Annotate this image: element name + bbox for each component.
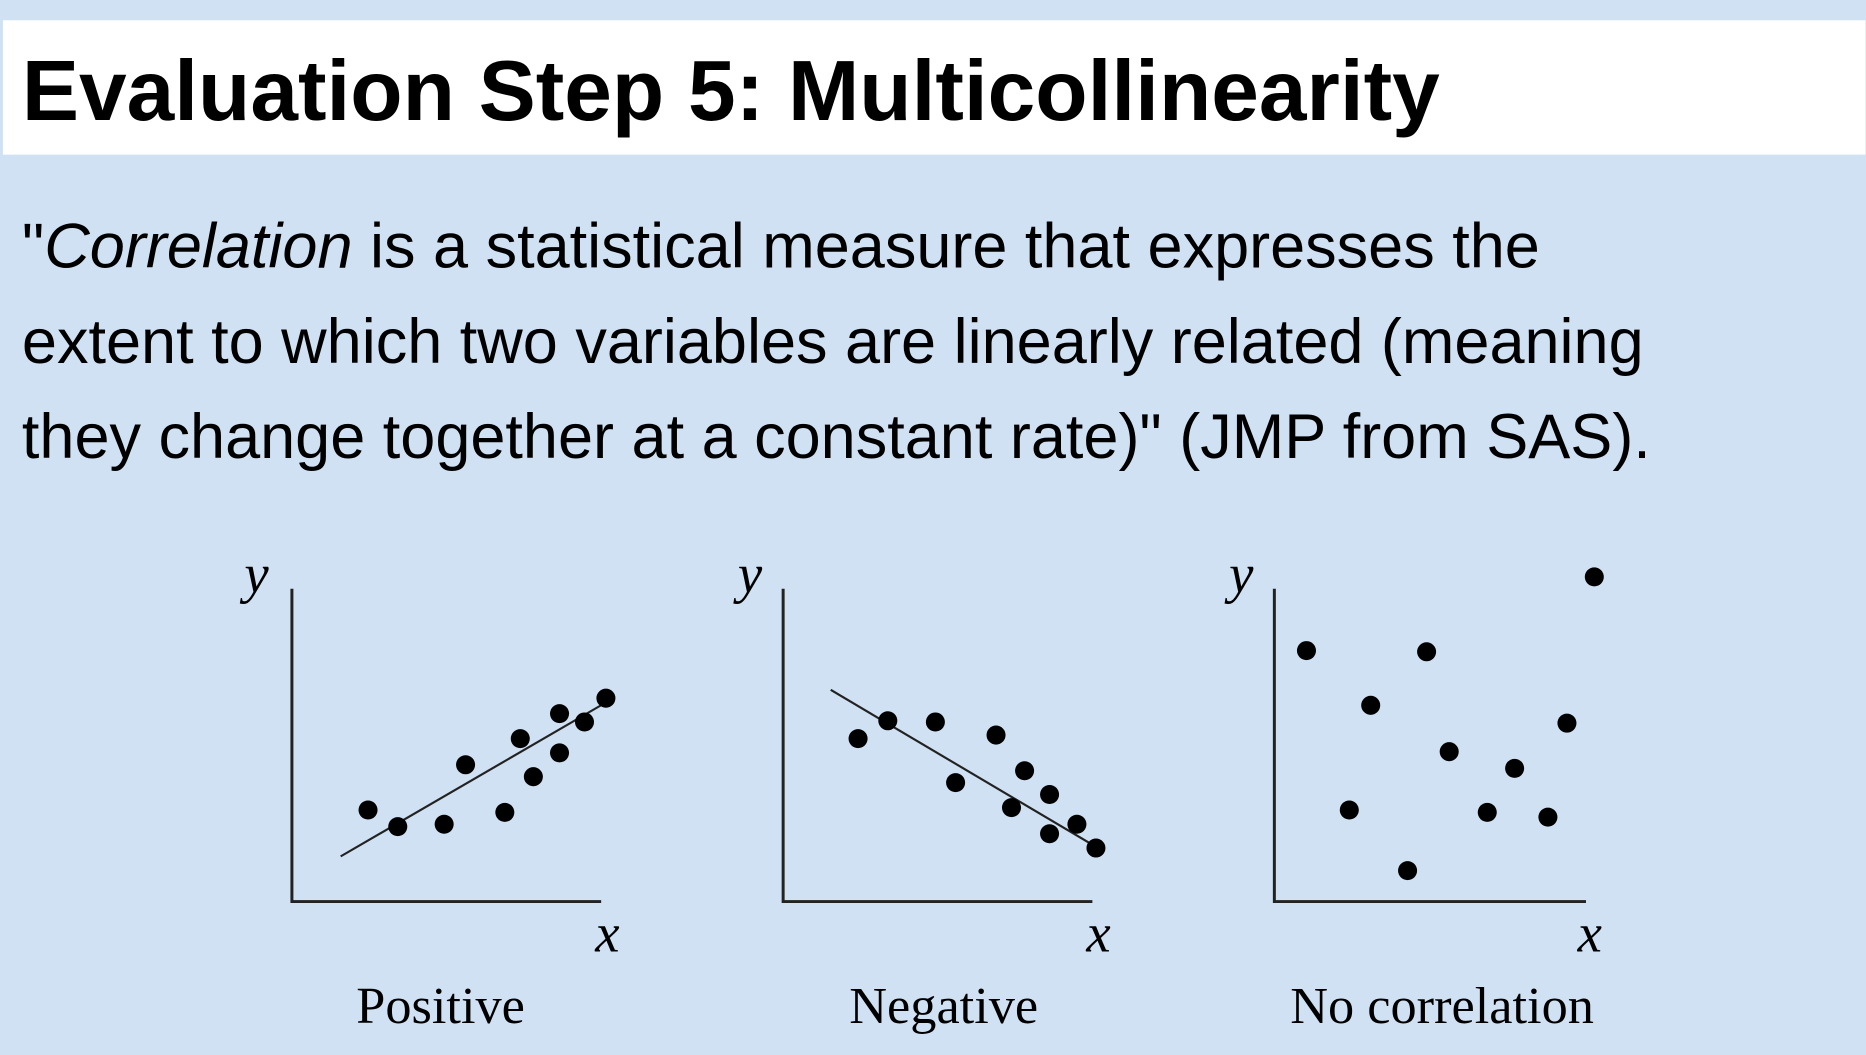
dot [434, 814, 454, 834]
dot [1040, 785, 1060, 805]
x-label: x [594, 903, 619, 964]
dot [574, 712, 595, 732]
dot [1584, 567, 1604, 587]
caption: Negative [849, 977, 1038, 1035]
dots [358, 688, 616, 837]
x-label: x [1577, 903, 1602, 964]
dot [946, 773, 966, 793]
dot [1505, 758, 1525, 778]
dot [986, 725, 1006, 745]
paragraph-line: "Correlation is a statistical measure th… [22, 212, 1540, 282]
trend-line [340, 700, 608, 858]
y-label: y [239, 543, 269, 604]
dot [1477, 802, 1497, 822]
quote: " [22, 212, 44, 282]
caption: Positive [356, 977, 525, 1035]
dot [925, 712, 945, 732]
dot [1361, 695, 1381, 715]
dot [848, 729, 868, 749]
dot [596, 688, 616, 708]
dot [495, 802, 515, 822]
dot [1439, 742, 1459, 762]
dot [550, 743, 570, 763]
caption: No correlation [1290, 977, 1594, 1035]
emphasis: Correlation [44, 212, 352, 282]
axes [1272, 588, 1586, 904]
panel-no-correlation: y x No correlation [1224, 543, 1604, 1035]
dots [1296, 567, 1604, 881]
x-label: x [1085, 903, 1110, 964]
trend-line [830, 688, 1097, 848]
dot [878, 711, 898, 731]
dot [1067, 814, 1087, 834]
axes [781, 588, 1093, 904]
dot [1015, 761, 1035, 781]
dots [848, 711, 1106, 858]
dot [1398, 861, 1418, 881]
dot [358, 800, 378, 820]
panel-positive: y x Positive [239, 543, 619, 1035]
paragraph-line: they change together at a constant rate)… [22, 402, 1651, 472]
dot [1417, 642, 1437, 662]
text: is a statistical measure that expresses … [353, 212, 1540, 282]
dot [510, 729, 530, 749]
dot [1538, 807, 1558, 827]
dot [523, 767, 543, 787]
dot [1001, 798, 1022, 818]
dot [1296, 641, 1316, 661]
title-band [2, 20, 1866, 155]
y-label: y [1224, 543, 1254, 604]
dot [1040, 824, 1060, 844]
dot [388, 817, 408, 837]
dot [550, 704, 570, 724]
paragraph-line: extent to which two variables are linear… [22, 307, 1644, 377]
dot [1339, 800, 1359, 820]
dot [1086, 838, 1106, 858]
dot [1557, 713, 1577, 733]
slide-title: Evaluation Step 5: Multicollinearity [22, 43, 1440, 139]
y-label: y [733, 543, 763, 604]
panel-negative: y x Negative [733, 543, 1111, 1035]
axes [290, 588, 602, 904]
dot [456, 755, 476, 775]
